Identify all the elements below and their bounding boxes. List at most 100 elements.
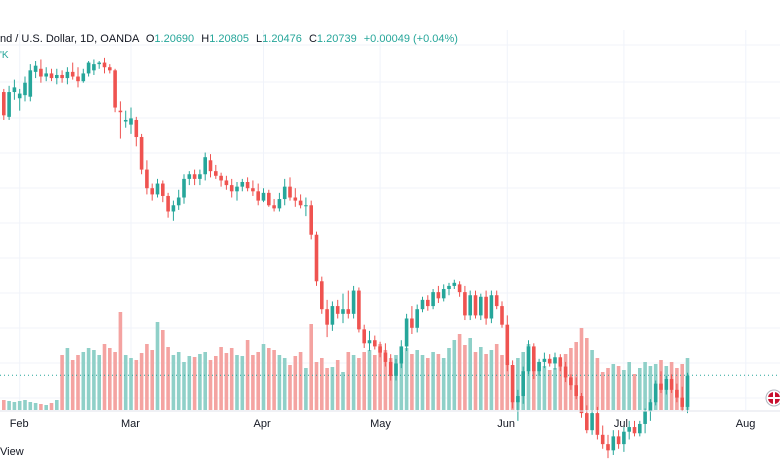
volume-bar: [240, 356, 245, 410]
candlestick: [574, 377, 578, 400]
candlestick: [426, 295, 430, 311]
volume-bar: [245, 340, 250, 410]
candle-body: [70, 71, 75, 77]
candle-body: [176, 197, 181, 206]
candle-body: [585, 413, 589, 431]
candle-body: [214, 171, 218, 176]
volume-bar: [457, 334, 462, 410]
candle-body: [65, 71, 70, 79]
candle-body: [28, 70, 33, 97]
candle-body: [187, 174, 192, 179]
candlestick: [139, 133, 144, 175]
candle-body: [309, 205, 313, 235]
symbol-legend[interactable]: nd / U.S. Dollar, 1D, OANDA O1.20690 H1.…: [0, 33, 458, 45]
volume-bar: [388, 358, 393, 410]
candle-body: [235, 186, 239, 192]
volume-bar: [484, 354, 488, 410]
volume-bar: [373, 355, 377, 410]
volume-bar: [558, 362, 563, 410]
volume-bar: [251, 355, 255, 410]
candle-body: [12, 87, 17, 93]
candlestick: [81, 68, 86, 83]
volume-bar: [362, 352, 366, 410]
x-tick-label: Jul: [613, 418, 628, 430]
candlestick: [240, 178, 245, 192]
volume-bar: [256, 352, 260, 410]
volume-bar: [113, 352, 117, 410]
volume-bar: [547, 370, 552, 410]
candle-body: [325, 309, 329, 325]
volume-bar: [86, 348, 91, 410]
volume-bar: [346, 352, 351, 410]
volume-bar: [494, 344, 499, 410]
candlestick: [585, 405, 589, 434]
candle-body: [399, 346, 404, 364]
candlestick: [510, 360, 515, 409]
pair-flag-icon[interactable]: [765, 389, 780, 407]
candlestick: [12, 79, 17, 100]
volume-bar: [235, 355, 239, 410]
candle-body: [479, 296, 483, 316]
candlestick: [33, 61, 38, 79]
candlestick: [553, 352, 557, 370]
volume-bar: [616, 366, 621, 410]
candlestick: [208, 154, 213, 178]
volume-bar: [606, 368, 610, 410]
candle-body: [298, 200, 303, 206]
volume-bar: [404, 348, 409, 410]
x-tick-label: Jun: [497, 418, 516, 430]
candle-body: [675, 389, 679, 398]
candlestick: [60, 70, 64, 83]
candle-body: [118, 110, 123, 113]
candlestick: [145, 160, 149, 195]
candle-body: [616, 436, 621, 445]
candle-body: [23, 82, 27, 96]
candle-body: [600, 434, 605, 445]
volume-bar: [489, 350, 494, 410]
candlestick: [532, 343, 536, 379]
candlestick: [669, 374, 674, 393]
volume-bar: [118, 312, 123, 410]
candle-body: [611, 436, 616, 451]
candlestick: [505, 315, 510, 372]
candlestick: [330, 301, 335, 331]
candlestick: [129, 107, 133, 134]
volume-bar: [383, 350, 388, 410]
candle-body: [500, 306, 504, 325]
candlestick: [643, 408, 647, 434]
volume-bar: [60, 355, 64, 410]
candlestick: [325, 299, 329, 338]
volume-bar: [479, 347, 483, 410]
candlestick: [314, 231, 319, 286]
candle-body: [139, 137, 144, 170]
volume-bar: [357, 358, 361, 410]
candle-body: [494, 295, 499, 307]
candlestick: [304, 197, 308, 217]
volume-bar: [108, 348, 112, 410]
volume-bar: [622, 370, 626, 410]
candle-body: [161, 183, 165, 196]
candlestick: [203, 152, 207, 181]
candlestick: [653, 380, 658, 406]
candle-body: [240, 182, 245, 187]
candle-body: [457, 284, 462, 293]
candle-body: [192, 174, 197, 179]
candlestick: [611, 430, 616, 455]
volume-bar: [12, 402, 17, 410]
candlestick: [648, 399, 653, 421]
candle-body: [606, 444, 610, 451]
candle-body: [33, 65, 38, 72]
candle-body: [436, 292, 441, 299]
volume-bar: [304, 368, 308, 410]
candlestick: [298, 194, 303, 209]
candlestick: [383, 343, 388, 367]
volume-bar: [288, 365, 292, 410]
volume-bar: [70, 360, 75, 410]
candlestick: [7, 85, 11, 120]
candle-body: [505, 324, 510, 366]
candlestick: [161, 180, 165, 203]
candlestick: [606, 434, 610, 459]
candlestick: [150, 183, 154, 201]
volume-bar: [176, 352, 181, 410]
